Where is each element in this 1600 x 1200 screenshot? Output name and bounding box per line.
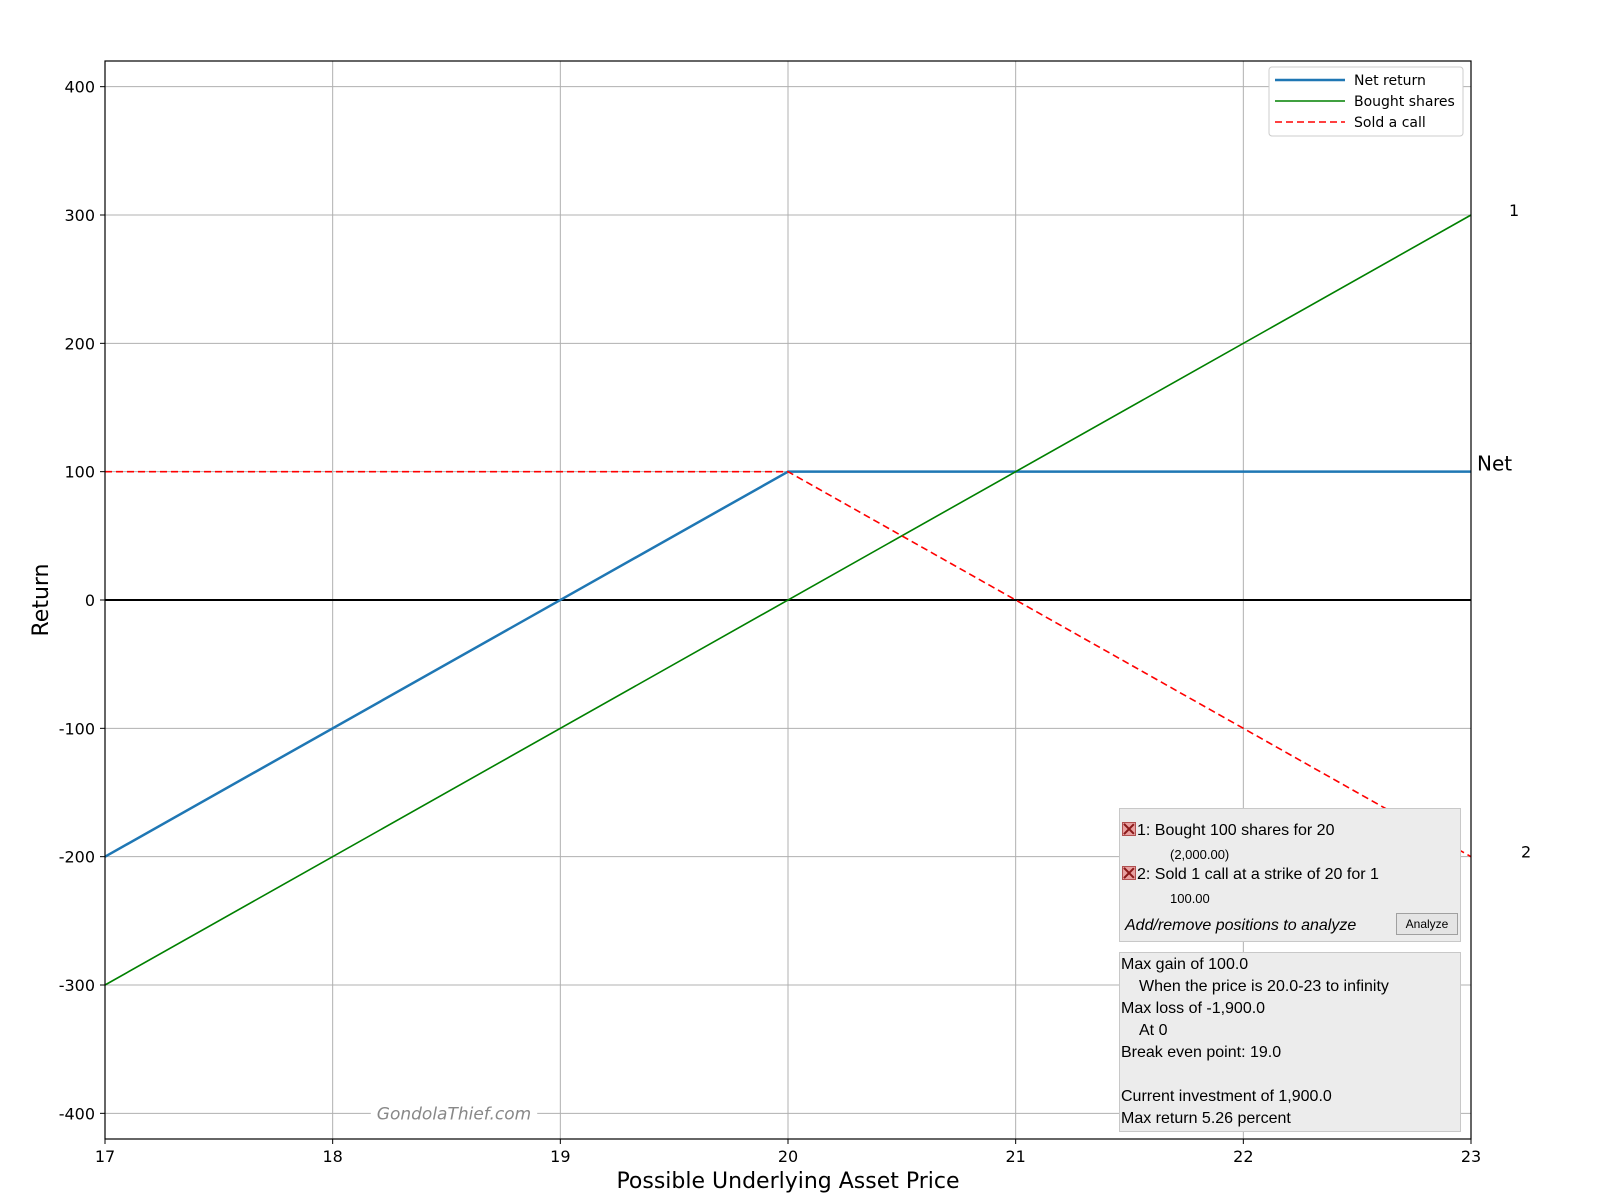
y-tick-label: -400 — [59, 1104, 95, 1123]
x-tick-label: 21 — [1005, 1147, 1025, 1166]
remove-icon[interactable] — [1122, 866, 1136, 880]
y-axis-title: Return — [29, 563, 54, 636]
y-tick-label: 200 — [64, 334, 95, 353]
summary-panel: Max gain of 100.0 When the price is 20.0… — [1119, 952, 1461, 1132]
tick-labels: 17 18 19 20 21 22 23 -400 -300 -200 -100 0 100 200 300… — [59, 78, 1481, 1166]
position-row-1: 1: Bought 100 shares for 20 — [1122, 822, 1334, 840]
watermark-bg — [370, 1104, 538, 1125]
max-loss-at-text: At 0 — [1139, 1022, 1168, 1039]
x-tick-label: 20 — [778, 1147, 798, 1166]
position-detail: 100.00 — [1170, 891, 1210, 906]
position-row-2: 2: Sold 1 call at a strike of 20 for 1 — [1122, 866, 1379, 884]
max-gain-text: Max gain of 100.0 — [1121, 956, 1249, 973]
x-tick-label: 18 — [322, 1147, 342, 1166]
end-label: 2 — [1521, 843, 1531, 862]
series-line-sold-a-call — [105, 470, 1472, 858]
max-gain-range-text: When the price is 20.0-23 to infinity — [1139, 978, 1389, 995]
remove-icon[interactable] — [1122, 822, 1136, 836]
end-labels: 1 Net 2 — [1477, 201, 1531, 862]
end-label: Net — [1477, 452, 1512, 476]
analyze-button[interactable]: Analyze — [1396, 913, 1458, 935]
legend: Net return Bought shares Sold a call — [1268, 66, 1464, 137]
break-even-text: Break even point: 19.0 — [1121, 1044, 1282, 1061]
position-label: 1: Bought 100 shares for 20 — [1137, 822, 1335, 839]
y-tick-label: 400 — [64, 78, 95, 97]
series-line-bought-shares — [104, 214, 1472, 986]
investment-text: Current investment of 1,900.0 — [1121, 1088, 1332, 1105]
x-tick-label: 23 — [1461, 1147, 1481, 1166]
legend-label: Bought shares — [1354, 94, 1455, 110]
end-label: 1 — [1509, 201, 1519, 220]
positions-panel: 1: Bought 100 shares for 20 (2,000.00) 2… — [1119, 808, 1461, 942]
max-return-text: Max return 5.26 percent — [1121, 1110, 1291, 1127]
legend-label: Net return — [1354, 73, 1426, 89]
position-detail: (2,000.00) — [1170, 847, 1230, 862]
legend-label: Sold a call — [1354, 115, 1426, 131]
y-tick-label: -200 — [59, 848, 95, 867]
position-label: 2: Sold 1 call at a strike of 20 for 1 — [1137, 866, 1379, 883]
legend-box — [1268, 66, 1464, 137]
x-tick-label: 17 — [95, 1147, 115, 1166]
max-loss-text: Max loss of -1,900.0 — [1121, 1000, 1266, 1017]
positions-hint: Add/remove positions to analyze — [1125, 917, 1357, 934]
y-tick-label: -300 — [59, 976, 95, 995]
x-axis-title: Possible Underlying Asset Price — [616, 1169, 959, 1194]
series-lines — [104, 214, 1472, 986]
y-tick-label: -100 — [59, 719, 95, 738]
watermark: GondolaThief.com — [377, 1104, 531, 1124]
y-tick-label: 0 — [85, 591, 95, 610]
x-tick-label: 22 — [1233, 1147, 1253, 1166]
y-tick-label: 300 — [64, 206, 95, 225]
x-tick-label: 19 — [550, 1147, 570, 1166]
y-tick-label: 100 — [64, 463, 95, 482]
